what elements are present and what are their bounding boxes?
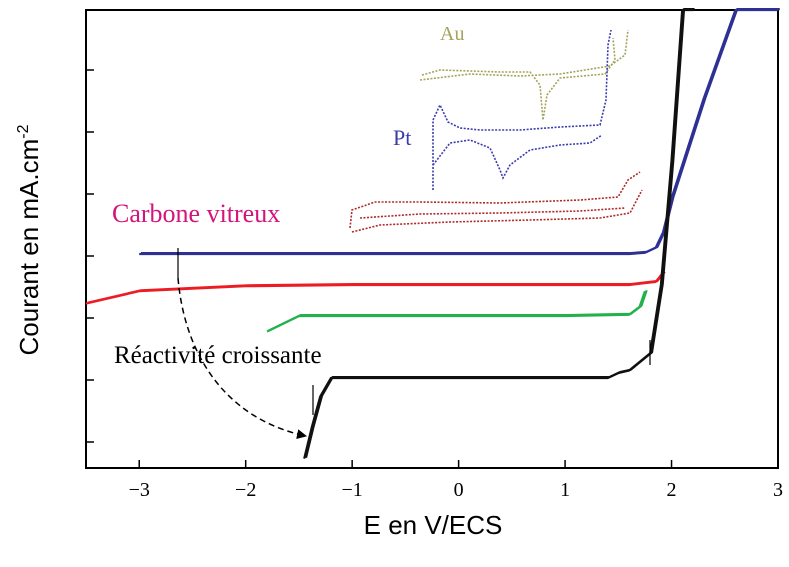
- x-tick-label: −2: [235, 479, 256, 501]
- pt-inset-curve: [432, 29, 612, 190]
- au-inset-curve: [419, 29, 629, 121]
- series-line-3: [266, 290, 646, 333]
- reactivity-arrow: [177, 277, 307, 440]
- carbone-label: Carbone vitreux: [112, 199, 280, 228]
- x-axis-title: E en V/ECS: [364, 510, 503, 540]
- x-ticks: [138, 460, 779, 468]
- y-ticks: [86, 69, 94, 443]
- series-group: [85, 8, 780, 459]
- x-tick-label: −3: [129, 479, 150, 501]
- x-tick-label: 2: [667, 479, 677, 501]
- x-tick-labels: −3 −2 −1 0 1 2 3: [129, 479, 783, 501]
- pt-label: Pt: [393, 125, 411, 150]
- x-tick-label: 1: [560, 479, 570, 501]
- series-line-4-loop: [304, 8, 695, 458]
- y-axis-title-superscript: -2: [15, 124, 32, 138]
- x-tick-label: 0: [454, 479, 464, 501]
- series-line-4: [303, 8, 693, 459]
- carbone-inset-curve: [349, 171, 643, 233]
- series-line-3-loop: [268, 289, 648, 332]
- au-label: Au: [440, 23, 464, 45]
- y-axis-title: Courant en mA.cm-2: [14, 124, 44, 355]
- reactivite-label: Réactivité croissante: [114, 342, 322, 369]
- plot-frame: [85, 9, 779, 469]
- x-tick-label: −1: [342, 479, 363, 501]
- series-line-2-loop: [87, 271, 666, 304]
- x-tick-label: 3: [773, 479, 783, 501]
